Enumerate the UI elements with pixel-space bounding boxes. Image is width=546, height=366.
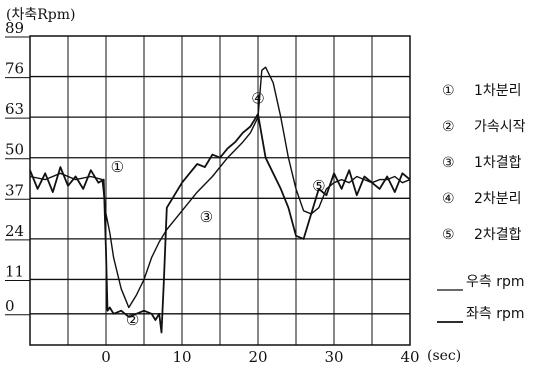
event-marker: ①	[111, 158, 124, 176]
grid	[29, 35, 411, 346]
y-tick-label: 24	[5, 222, 24, 240]
y-tick-label: 63	[5, 100, 24, 118]
x-axis-label: (sec)	[427, 348, 461, 364]
legend-symbol: ④	[442, 191, 455, 207]
event-marker: ⑤	[312, 177, 325, 195]
legend-symbol: ③	[442, 155, 455, 171]
series-line-1	[29, 66, 411, 309]
legend-label: 1차분리	[474, 83, 522, 99]
event-marker: ③	[200, 208, 213, 226]
legend-symbol: ②	[442, 119, 455, 135]
y-tick-label: 0	[5, 297, 15, 315]
x-tick-label: 0	[101, 348, 111, 366]
x-tick-label: 20	[248, 348, 267, 366]
series-line-2	[29, 113, 411, 334]
x-tick-label: 30	[324, 348, 343, 366]
legend-label: 가속시작	[474, 119, 526, 135]
event-marker: ②	[126, 311, 139, 329]
x-tick-label: 10	[172, 348, 191, 366]
y-tick-label: 50	[5, 141, 24, 159]
x-tick-labels: 0 10 20 30 40	[101, 348, 419, 366]
legend-label: 1차결합	[474, 155, 522, 171]
y-tick-label: 37	[5, 181, 24, 199]
y-tick-labels: 0 11 24 37 50 63 76 89	[5, 19, 30, 316]
y-tick-label: 89	[5, 19, 24, 37]
y-tick-label: 76	[5, 60, 24, 78]
legend-label: 2차분리	[474, 191, 522, 207]
event-marker: ④	[251, 89, 264, 107]
legend-symbol: ①	[442, 83, 455, 99]
legend-series-name: 좌측 rpm	[466, 306, 525, 322]
legend-label: 2차결합	[474, 227, 522, 243]
event-markers: ① ② ③ ④ ⑤	[111, 89, 326, 329]
legend-series-name: 우측 rpm	[466, 274, 525, 290]
legend-symbol: ⑤	[442, 227, 455, 243]
series-lines	[29, 66, 411, 334]
x-tick-label: 40	[400, 348, 419, 366]
y-axis-label: (차축Rpm)	[6, 7, 75, 23]
y-tick-label: 11	[5, 262, 24, 280]
